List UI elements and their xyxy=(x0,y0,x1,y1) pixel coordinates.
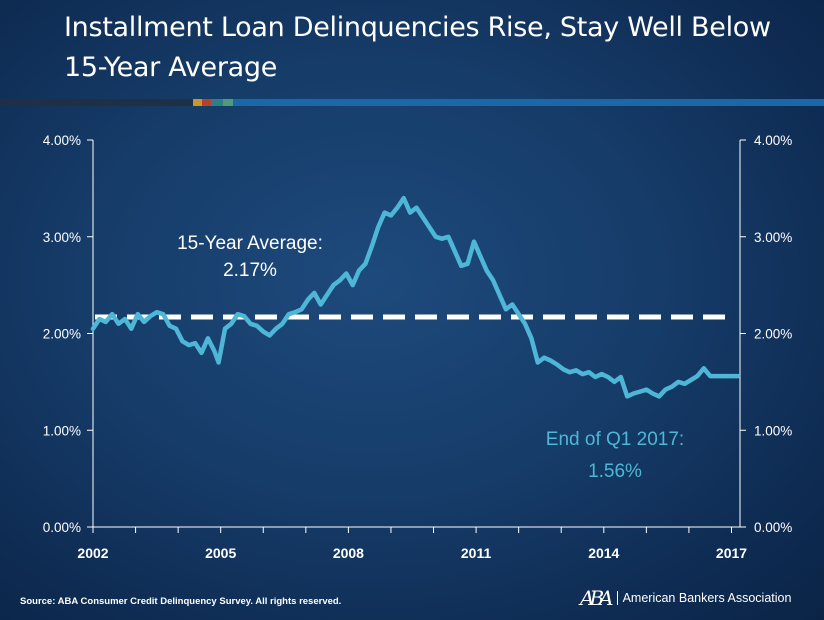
divider-segment xyxy=(193,99,202,106)
y-tick-label-right: 0.00% xyxy=(754,520,792,535)
divider-segment xyxy=(233,99,824,106)
divider-segment xyxy=(211,99,223,106)
aba-logo-text: American Bankers Association xyxy=(622,591,792,605)
y-tick-label-left: 4.00% xyxy=(43,133,81,148)
x-tick-label: 2014 xyxy=(588,545,619,561)
y-tick-label-right: 2.00% xyxy=(754,327,792,342)
average-label-line-2: 2.17% xyxy=(223,260,277,281)
title-line-1: Installment Loan Delinquencies Rise, Sta… xyxy=(64,12,771,43)
divider-segment xyxy=(223,99,233,106)
y-tick-label-left: 3.00% xyxy=(43,230,81,245)
title-line-2: 15-Year Average xyxy=(64,52,278,83)
end-q1-2017-label-line-2: 1.56% xyxy=(588,461,642,482)
average-label-line-1: 15-Year Average: xyxy=(177,233,323,254)
x-tick-label: 2017 xyxy=(716,545,747,561)
source-note: Source: ABA Consumer Credit Delinquency … xyxy=(20,596,342,607)
x-tick-label: 2002 xyxy=(77,545,108,561)
x-tick-label: 2005 xyxy=(205,545,236,561)
divider-segment xyxy=(202,99,211,106)
y-tick-label-left: 2.00% xyxy=(43,327,81,342)
title-divider-bar xyxy=(0,99,824,106)
y-tick-label-right: 1.00% xyxy=(754,423,792,438)
y-tick-label-right: 4.00% xyxy=(754,133,792,148)
y-tick-label-left: 0.00% xyxy=(43,520,81,535)
x-tick-label: 2011 xyxy=(461,545,492,561)
aba-logo-mark: ABA xyxy=(580,586,614,610)
end-q1-2017-label-line-1: End of Q1 2017: xyxy=(546,429,684,450)
logo-separator xyxy=(616,591,618,605)
aba-logo: ABA American Bankers Association xyxy=(580,586,791,610)
divider-segment xyxy=(0,99,193,106)
x-tick-label: 2008 xyxy=(333,545,364,561)
y-tick-label-right: 3.00% xyxy=(754,230,792,245)
y-tick-label-left: 1.00% xyxy=(43,423,81,438)
delinquency-rate-series-line xyxy=(90,195,741,399)
slide-title: Installment Loan Delinquencies Rise, Sta… xyxy=(64,8,804,88)
